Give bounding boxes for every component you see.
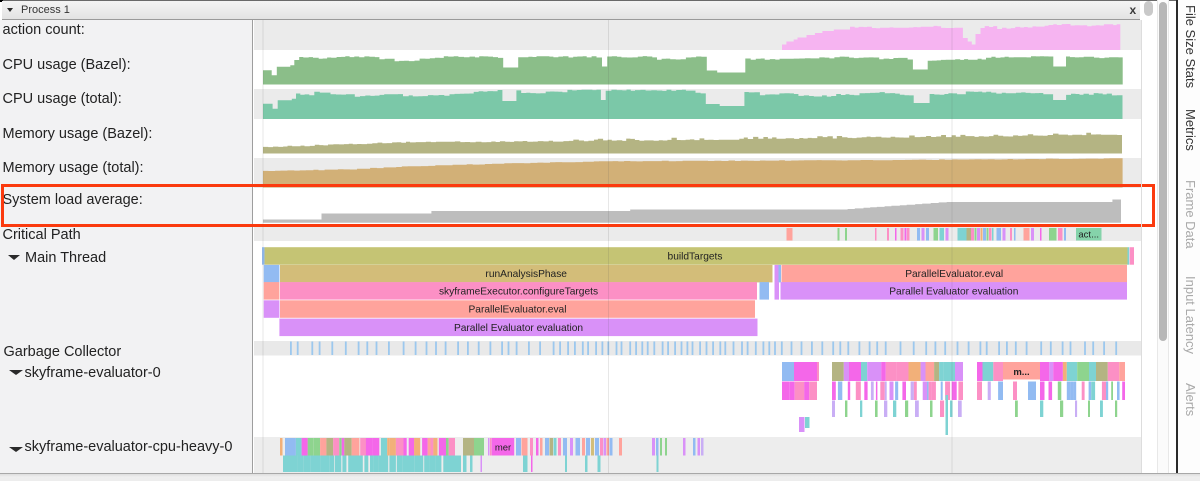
svg-text:runAnalysisPhase: runAnalysisPhase <box>485 269 567 280</box>
svg-text:skyframeExecutor.configureTarg: skyframeExecutor.configureTargets <box>439 286 598 297</box>
svg-text:act...: act... <box>1078 230 1099 241</box>
svg-text:ParallelEvaluator.eval: ParallelEvaluator.eval <box>905 269 1003 280</box>
svg-text:m...: m... <box>1013 367 1029 378</box>
svg-text:Parallel Evaluator evaluation: Parallel Evaluator evaluation <box>454 323 583 334</box>
svg-text:buildTargets: buildTargets <box>668 251 723 262</box>
svg-text:mer: mer <box>495 443 511 454</box>
svg-text:Parallel Evaluator evaluation: Parallel Evaluator evaluation <box>889 286 1018 297</box>
svg-text:ParallelEvaluator.eval: ParallelEvaluator.eval <box>469 305 567 316</box>
